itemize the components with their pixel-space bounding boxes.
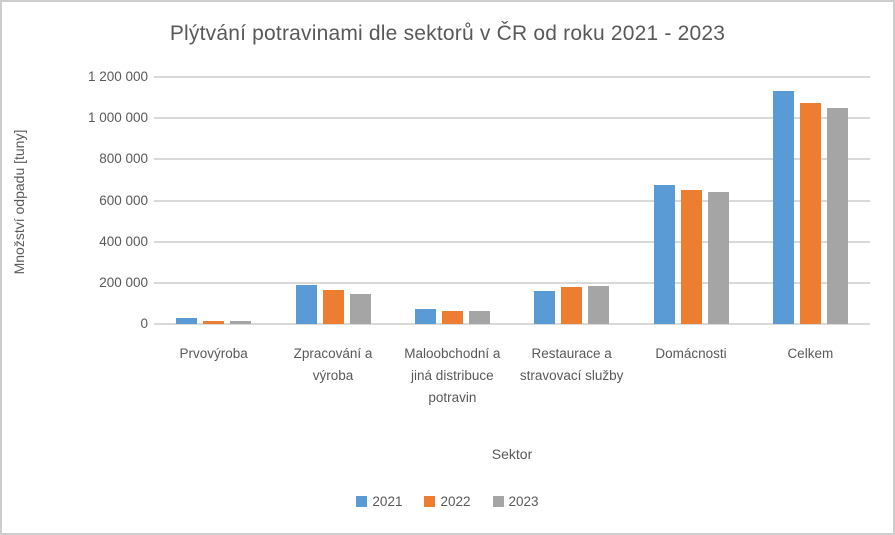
gridline bbox=[154, 76, 870, 78]
x-category-label: Celkem bbox=[787, 346, 834, 361]
legend-item-2022: 2022 bbox=[424, 494, 471, 509]
legend-item-2021: 2021 bbox=[356, 494, 402, 509]
gridline bbox=[154, 281, 870, 284]
bar-2021-group2 bbox=[295, 285, 317, 324]
bar-2021-group4 bbox=[534, 291, 556, 324]
bar-2022-group1 bbox=[203, 321, 225, 324]
y-tick-label: 800 000 bbox=[99, 151, 148, 167]
x-category-label: Zpracování a výroba bbox=[293, 346, 373, 383]
y-tick-label: 1 000 000 bbox=[87, 110, 148, 126]
bar-2021-group5 bbox=[653, 185, 675, 324]
legend-label: 2022 bbox=[440, 494, 471, 509]
legend-label: 2023 bbox=[508, 494, 539, 509]
bar-2022-group5 bbox=[680, 190, 702, 324]
x-category-label: Restaurace a stravovací služby bbox=[519, 346, 624, 383]
bar-2022-group6 bbox=[799, 103, 821, 324]
legend-item-2023: 2023 bbox=[492, 494, 539, 509]
bar-2021-group6 bbox=[772, 91, 794, 324]
gridline bbox=[154, 240, 870, 243]
y-tick-label: 400 000 bbox=[99, 233, 148, 249]
bar-2023-group2 bbox=[349, 294, 371, 324]
gridline bbox=[154, 117, 870, 120]
legend-label: 2021 bbox=[372, 494, 403, 509]
chart-title: Plýtvání potravinami dle sektorů v ČR od… bbox=[169, 22, 726, 45]
bar-2023-group4 bbox=[588, 286, 610, 324]
y-tick-label: 0 bbox=[140, 316, 148, 331]
y-tick-label: 600 000 bbox=[99, 192, 148, 208]
legend-swatch-icon bbox=[424, 496, 436, 507]
x-axis-title: Sektor bbox=[491, 446, 533, 462]
bar-2021-group3 bbox=[414, 309, 436, 324]
y-tick-label: 1 200 000 bbox=[87, 69, 148, 84]
x-category-label: Maloobchodní a jiná distribuce potravin bbox=[404, 346, 501, 405]
legend: 2021 2022 2023 bbox=[2, 494, 893, 509]
x-category-label: Domácnosti bbox=[655, 346, 727, 361]
legend-swatch-icon bbox=[356, 496, 368, 507]
bar-2023-group1 bbox=[230, 321, 252, 324]
bar-2023-group3 bbox=[468, 311, 490, 324]
x-category-label: Prvovýroba bbox=[179, 346, 248, 361]
y-axis-title: Množství odpadu [tuny] bbox=[11, 129, 27, 275]
bar-2023-group5 bbox=[707, 192, 729, 324]
gridline bbox=[154, 199, 870, 202]
gridline bbox=[154, 323, 870, 325]
bar-2021-group1 bbox=[176, 318, 198, 324]
bar-2022-group4 bbox=[561, 287, 583, 324]
bar-2022-group2 bbox=[322, 290, 344, 324]
plot-area bbox=[154, 76, 870, 325]
y-tick-label: 200 000 bbox=[99, 274, 148, 290]
bar-2023-group6 bbox=[826, 108, 848, 324]
legend-swatch-icon bbox=[492, 496, 504, 507]
bar-2022-group3 bbox=[441, 311, 463, 324]
gridline bbox=[154, 158, 870, 161]
